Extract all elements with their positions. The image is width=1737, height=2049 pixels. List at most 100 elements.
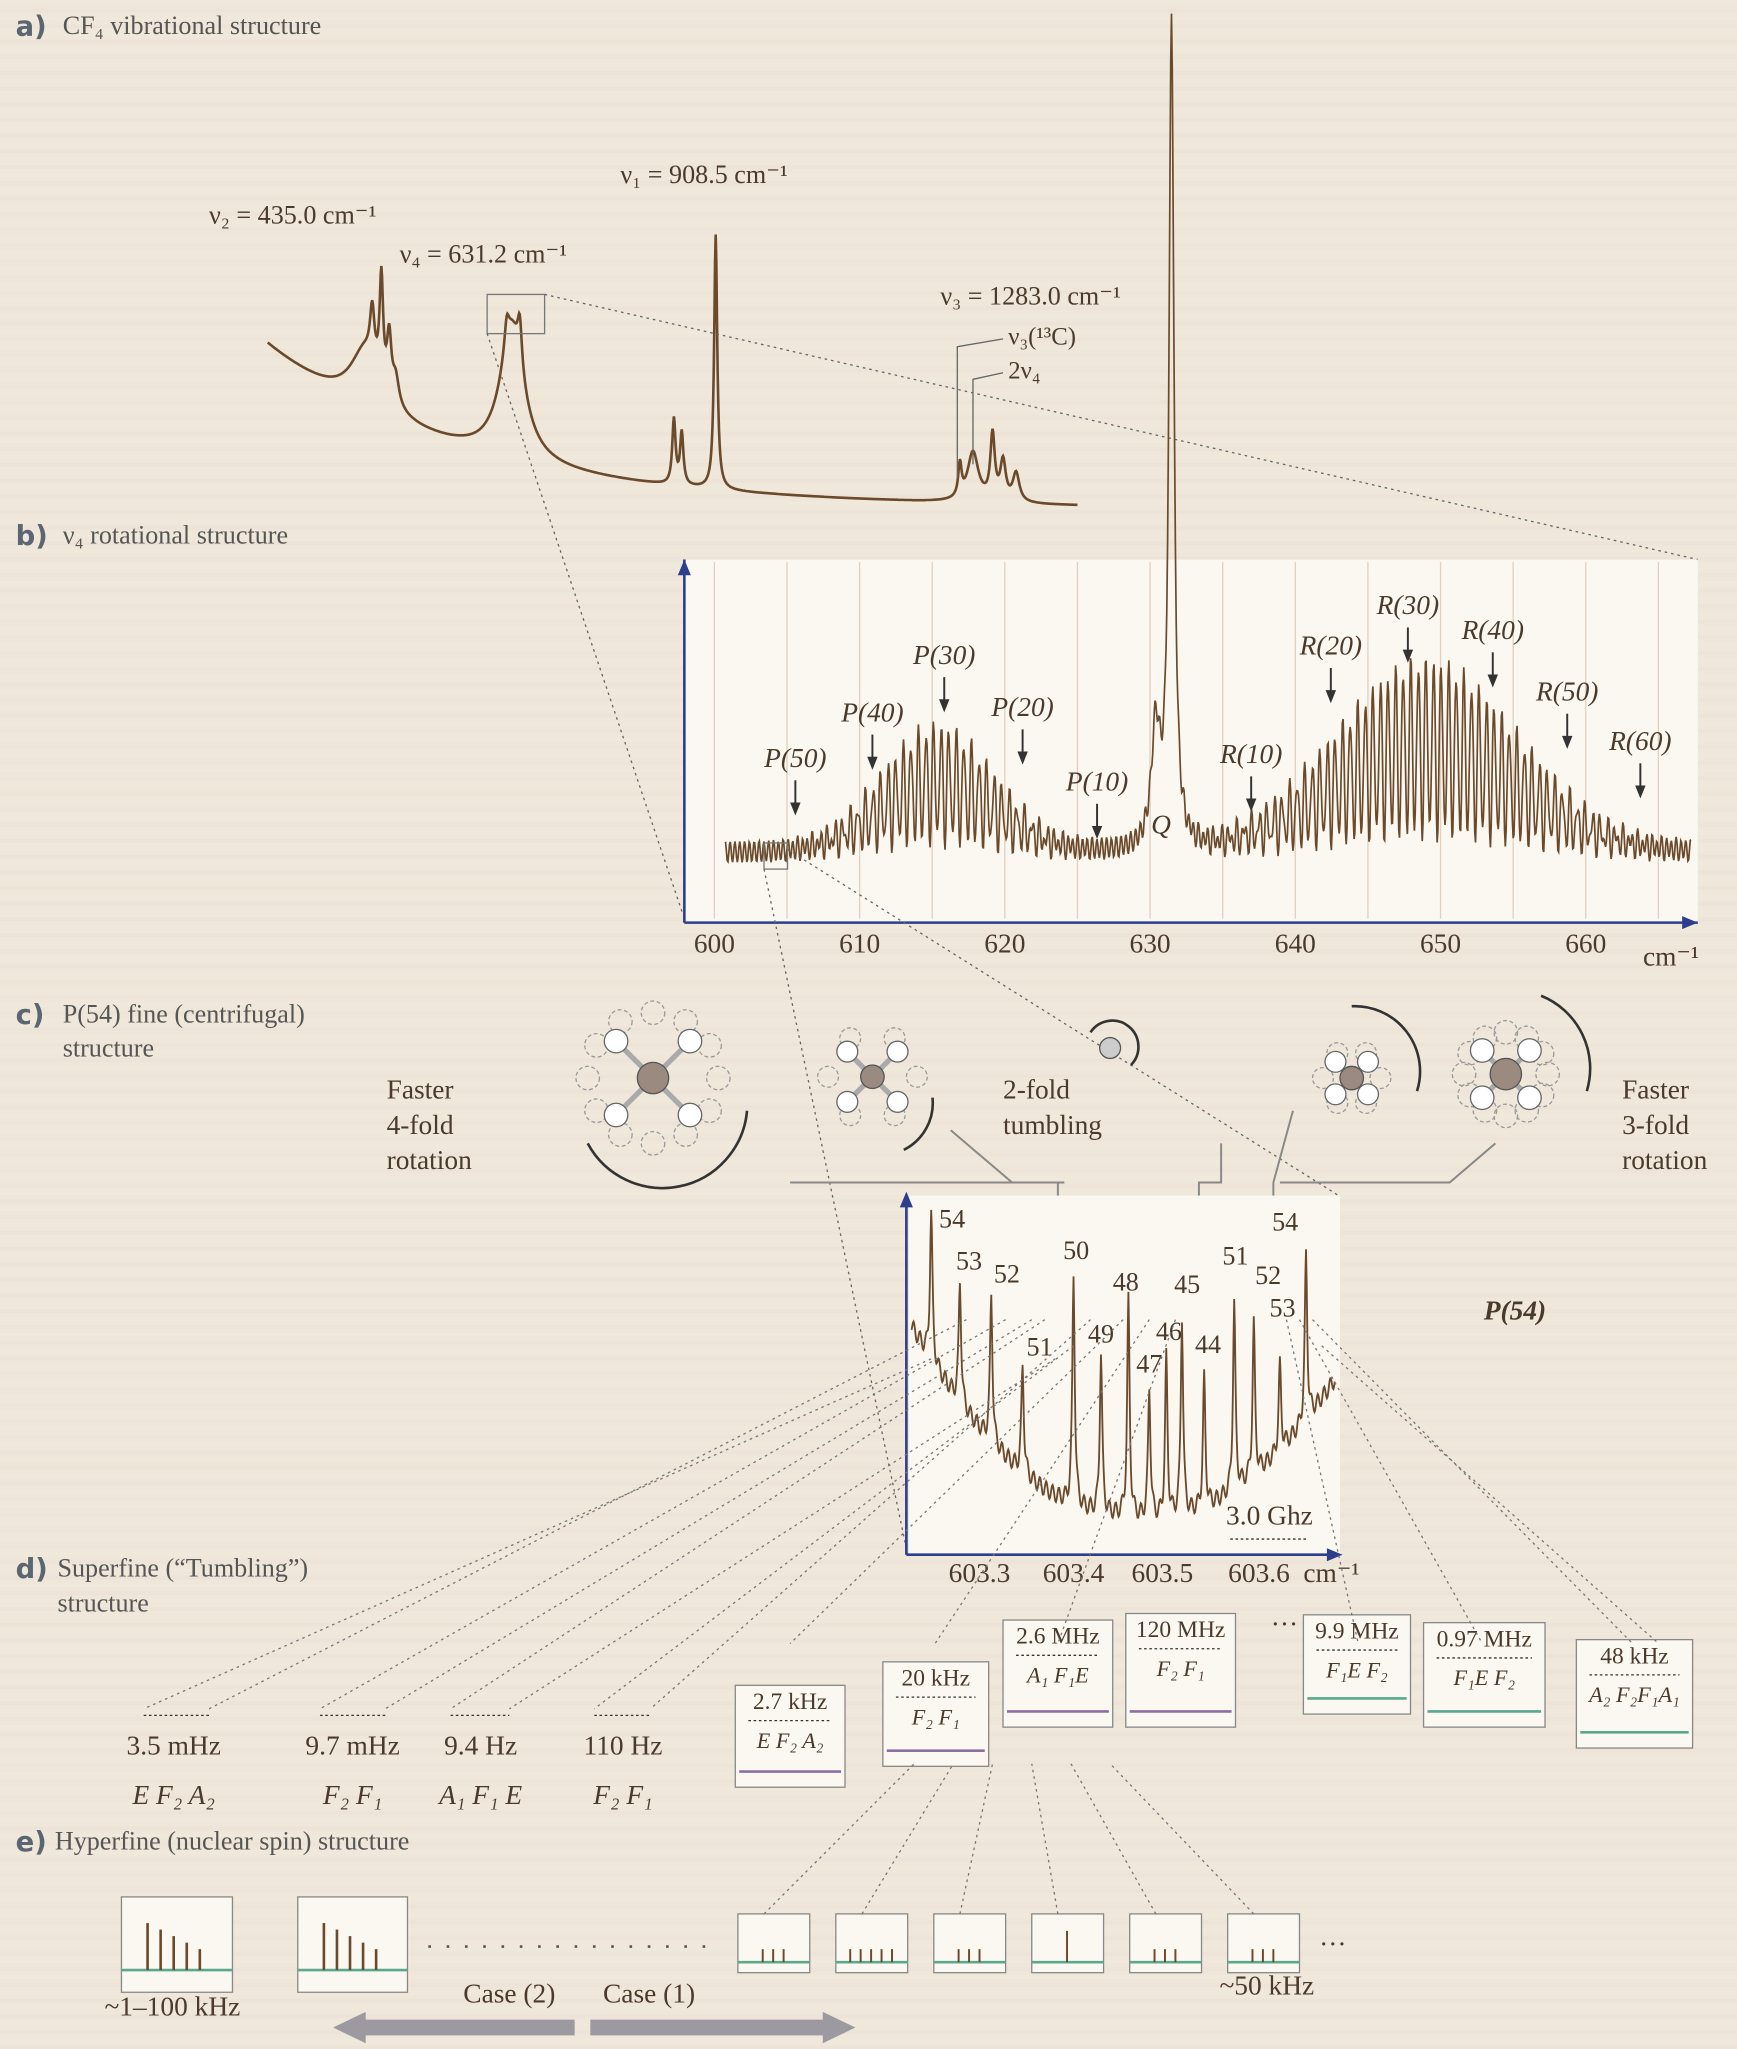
stripe <box>0 353 1737 358</box>
stripe <box>0 455 1737 459</box>
spectrum-b <box>724 13 1692 865</box>
stripe <box>0 345 1737 350</box>
stripe <box>0 1544 1737 1549</box>
arrowhead <box>939 699 950 713</box>
hyperfine-box <box>297 1896 409 1993</box>
atom <box>603 1028 629 1054</box>
atom-trace <box>1451 1061 1477 1087</box>
zoom-line <box>787 848 1340 1197</box>
stripe <box>0 31 1737 36</box>
stripe <box>0 1199 1737 1204</box>
stripe <box>0 384 1737 389</box>
peak-number: 47 <box>1136 1350 1162 1379</box>
stripe <box>0 376 1737 381</box>
stripe <box>0 165 1737 170</box>
guide <box>763 1763 915 1915</box>
hyperfine-box <box>120 1896 234 1993</box>
branch-label: P(10) <box>1065 766 1128 796</box>
stripe <box>0 1497 1737 1502</box>
label: c) <box>16 1000 45 1031</box>
arrowhead <box>867 756 878 770</box>
stripe <box>0 972 1737 977</box>
branch-label: R(20) <box>1299 631 1362 661</box>
stripe <box>0 1630 1737 1635</box>
stripe <box>0 1896 1737 1901</box>
peak-number: 50 <box>1063 1236 1089 1265</box>
cluster-width: 2.7 kHz <box>753 1689 827 1715</box>
stripe <box>0 1489 1737 1494</box>
rotation-arrow <box>1351 1004 1422 1092</box>
stripe <box>0 0 1737 5</box>
stripe <box>0 1356 1737 1361</box>
note: rotation <box>387 1145 473 1175</box>
stripe <box>0 1411 1737 1415</box>
stripe <box>0 16 1737 21</box>
stripe <box>0 1536 1737 1541</box>
atom-trace <box>640 1000 666 1026</box>
atom-trace <box>1472 1025 1498 1051</box>
cluster-width: 2.6 MHz <box>1016 1624 1100 1650</box>
line-name: P(54) <box>1483 1295 1546 1325</box>
note: Faster <box>387 1075 454 1105</box>
x-tick-label: 603.3 <box>949 1558 1011 1588</box>
stripe <box>0 1771 1737 1776</box>
guide <box>450 1319 1046 1710</box>
hyperfine-box <box>835 1913 909 1974</box>
note: 4-fold <box>387 1110 454 1140</box>
stripe <box>0 556 1737 561</box>
stripe <box>0 1238 1737 1243</box>
stripe <box>0 1152 1737 1157</box>
stripe <box>0 415 1737 420</box>
cluster-width: 48 kHz <box>1600 1643 1669 1669</box>
peak-number: 53 <box>956 1247 982 1276</box>
peak-number: 51 <box>1027 1333 1053 1362</box>
species: F₂ F₁ <box>322 1780 382 1810</box>
stripe <box>0 125 1737 130</box>
stripe <box>0 204 1737 209</box>
stripe <box>0 964 1737 969</box>
guide <box>384 1319 1033 1710</box>
atom <box>1489 1057 1523 1091</box>
cluster-width: 0.97 MHz <box>1437 1626 1532 1652</box>
stripe <box>0 1371 1737 1376</box>
stripe <box>0 1693 1737 1698</box>
label: ν₄ rotational structure <box>63 520 288 549</box>
x-tick-label: 650 <box>1420 928 1461 958</box>
stripe <box>0 212 1737 217</box>
stripe <box>0 1716 1737 1721</box>
stripe <box>0 470 1737 475</box>
stripe <box>0 462 1737 467</box>
width-note: ~50 kHz <box>1219 1971 1314 2001</box>
stripe <box>0 1669 1737 1674</box>
branch-label: R(60) <box>1608 726 1671 756</box>
stripe <box>0 392 1737 397</box>
stripe <box>0 525 1737 530</box>
stripe <box>0 149 1737 154</box>
species: A₁ F₁ E <box>437 1780 522 1810</box>
stripe <box>0 2037 1737 2042</box>
stripe <box>0 1403 1737 1408</box>
stripe <box>0 1442 1737 1447</box>
stripe <box>0 1575 1737 1580</box>
spectrum-a <box>266 234 1078 507</box>
label: ν₁ = 908.5 cm⁻¹ <box>620 160 787 189</box>
stripe <box>0 1191 1737 1196</box>
stripe <box>0 8 1737 13</box>
stripe <box>0 447 1737 452</box>
stripe <box>0 337 1737 342</box>
label: d) <box>16 1554 48 1585</box>
arrowhead <box>790 802 801 816</box>
stripe <box>0 227 1737 232</box>
connector <box>950 1129 1065 1184</box>
stripe <box>0 1559 1737 1564</box>
cluster-box <box>1422 1622 1546 1728</box>
connector <box>1279 1142 1497 1184</box>
stripe <box>0 2022 1737 2027</box>
arrowhead <box>1561 735 1573 749</box>
stripe <box>0 196 1737 201</box>
stripe <box>0 1520 1737 1525</box>
stripe <box>0 1842 1737 1846</box>
stripe <box>0 2045 1737 2049</box>
stripe <box>0 549 1737 554</box>
stripe <box>0 1089 1737 1094</box>
